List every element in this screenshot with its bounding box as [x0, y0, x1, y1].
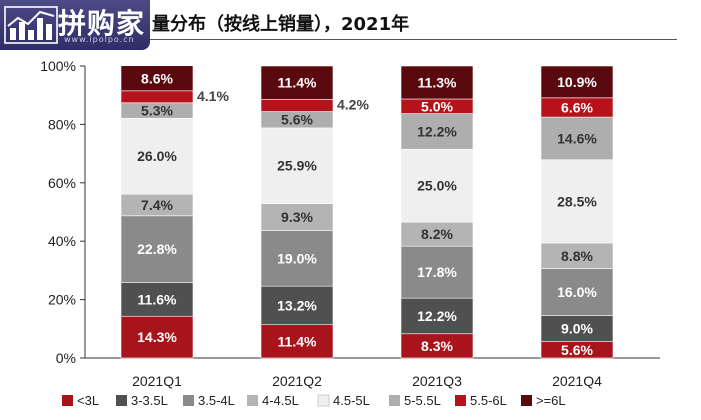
legend-label: 4.5-5L [333, 393, 370, 408]
bar-segment [260, 230, 334, 287]
legend-swatch [247, 395, 258, 406]
x-tick-label: 2021Q2 [272, 373, 322, 389]
legend-swatch [183, 395, 194, 406]
data-label: 5.3% [141, 103, 173, 119]
data-label: 7.4% [141, 197, 173, 213]
legend-label: 5.5-6L [470, 393, 507, 408]
logo-text: 拼购家 [58, 7, 146, 40]
bar-segment [260, 324, 334, 359]
data-label: 5.6% [281, 112, 313, 128]
bar-segment [260, 203, 334, 231]
bar-segment [400, 333, 474, 359]
data-label: 4.2% [337, 96, 369, 112]
data-label: 5.0% [421, 98, 453, 114]
bar-segment [400, 245, 474, 299]
bar-segment [540, 116, 614, 161]
data-label: 9.3% [281, 209, 313, 225]
data-label: 26.0% [137, 148, 177, 164]
data-label: 9.0% [561, 321, 593, 337]
bar-segment [400, 113, 474, 150]
legend-swatch [521, 395, 532, 406]
bar-segment [400, 148, 474, 223]
data-label: 14.6% [557, 130, 597, 146]
data-label: 22.8% [137, 241, 177, 257]
data-label: 8.6% [141, 70, 173, 86]
y-tick-label: 40% [48, 233, 76, 249]
y-tick-label: 80% [48, 116, 76, 132]
bar-segment [540, 268, 614, 316]
legend-label: 3-3.5L [131, 393, 168, 408]
data-label: 12.2% [417, 123, 457, 139]
legend-swatch [389, 395, 400, 406]
y-tick-label: 20% [48, 292, 76, 308]
data-label: 8.8% [561, 248, 593, 264]
data-label: 10.9% [557, 74, 597, 90]
title-divider [150, 39, 677, 40]
data-label: 16.0% [557, 284, 597, 300]
data-label: 6.6% [561, 99, 593, 115]
bar-segment [120, 90, 194, 104]
bar-segment [540, 65, 614, 99]
logo-chart-icon [4, 6, 58, 44]
chart-title: 量分布（按线上销量），2021年 [152, 14, 410, 35]
y-tick-label: 100% [40, 58, 76, 74]
bar-segment [120, 215, 194, 283]
x-tick-label: 2021Q1 [132, 373, 182, 389]
bar-segment [260, 127, 334, 204]
data-label: 28.5% [557, 193, 597, 209]
data-label: 25.0% [417, 178, 457, 194]
legend-swatch [116, 395, 127, 406]
data-label: 12.2% [417, 308, 457, 324]
data-label: 19.0% [277, 250, 317, 266]
legend-label: 5-5.5L [404, 393, 441, 408]
bar-segment [540, 159, 614, 244]
data-label: 11.6% [138, 291, 177, 307]
data-label: 8.3% [421, 338, 453, 354]
bar-segment [260, 65, 334, 100]
data-label: 11.4% [278, 75, 317, 91]
data-label: 11.4% [278, 333, 317, 349]
data-label: 4.1% [197, 88, 229, 104]
legend-swatch [455, 395, 466, 406]
bar-segment [400, 297, 474, 335]
bar-segment [120, 315, 194, 359]
x-tick-label: 2021Q4 [552, 373, 602, 389]
bar-segment [540, 242, 614, 269]
logo: 拼购家 www.ipolpo.cn [0, 0, 150, 50]
legend-label: 3.5-4L [198, 393, 235, 408]
bar-segment [260, 98, 334, 112]
data-label: 5.6% [561, 342, 593, 358]
y-tick-label: 0% [56, 350, 76, 366]
legend-label: 4-4.5L [262, 393, 299, 408]
bar-segment [120, 117, 194, 195]
data-label: 11.3% [418, 74, 457, 90]
logo-url: www.ipolpo.cn [64, 35, 135, 44]
bar-segment [120, 282, 194, 317]
bar-segment [400, 65, 474, 100]
data-label: 17.8% [417, 264, 457, 280]
legend-swatch [62, 395, 73, 406]
y-tick-label: 60% [48, 175, 76, 191]
x-tick-label: 2021Q3 [412, 373, 462, 389]
data-label: 13.2% [277, 297, 317, 313]
bar-segment [120, 65, 194, 92]
legend-swatch [317, 394, 330, 407]
data-label: 25.9% [277, 158, 317, 174]
data-label: 8.2% [421, 226, 453, 242]
data-label: 14.3% [137, 329, 177, 345]
legend-label: <3L [77, 393, 99, 408]
bar-segment [540, 315, 614, 342]
legend-label: >=6L [536, 393, 566, 408]
